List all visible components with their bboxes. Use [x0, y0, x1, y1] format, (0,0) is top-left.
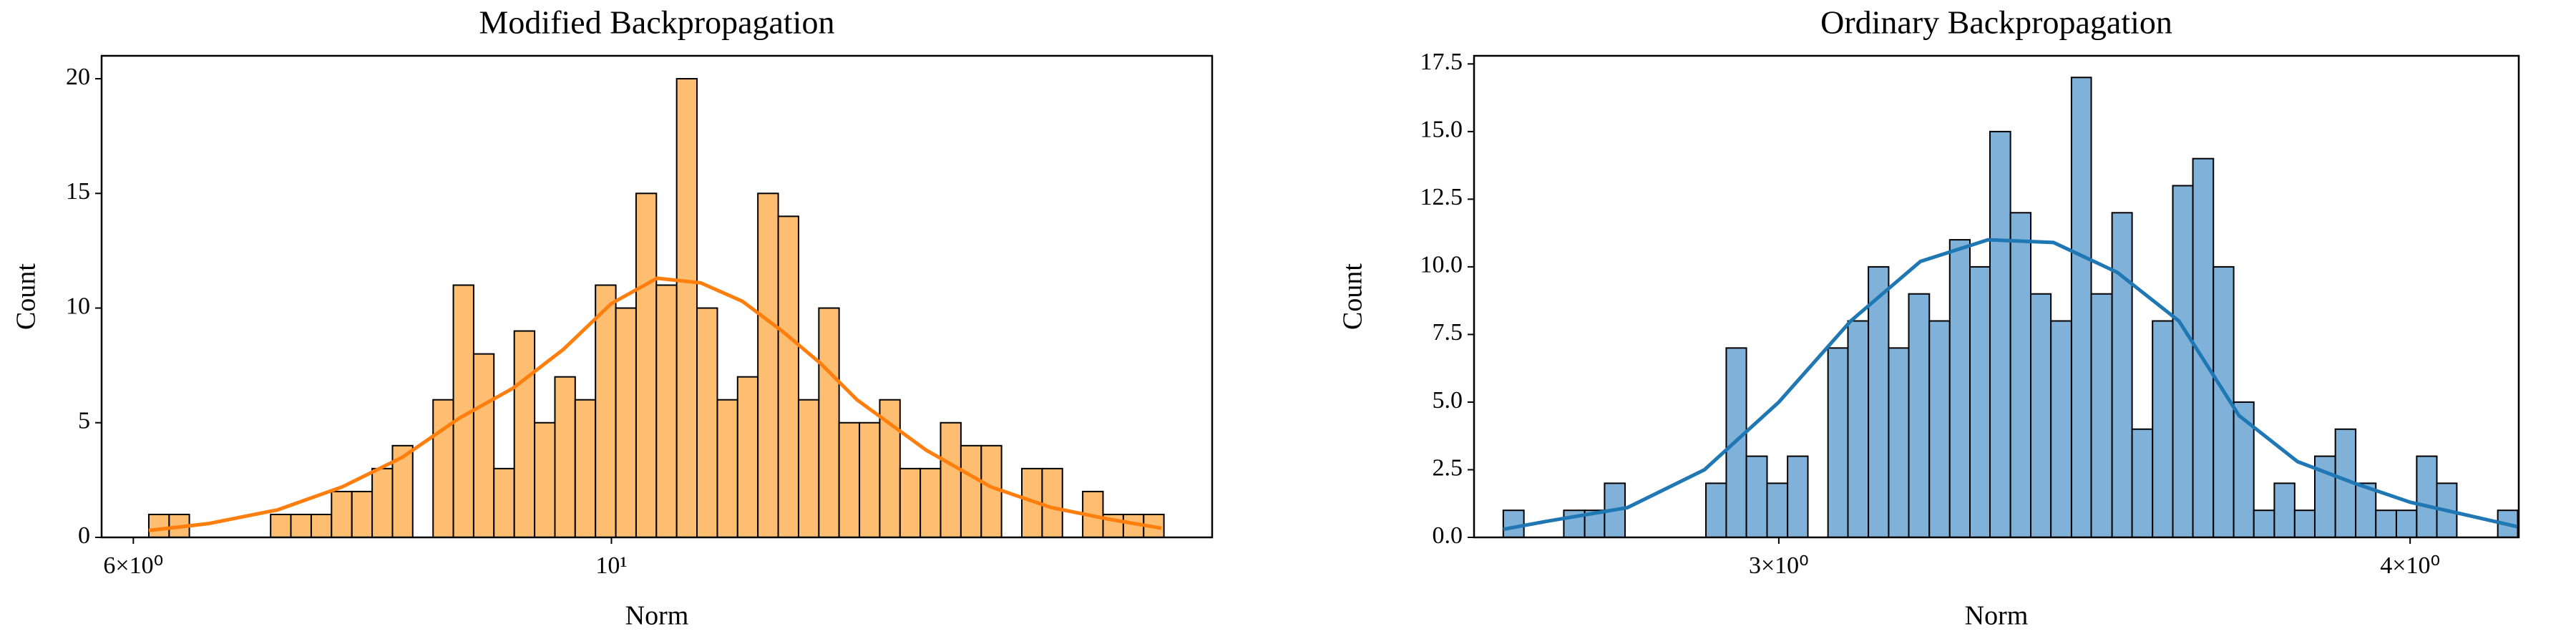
bar [554, 376, 576, 539]
bar [2416, 455, 2438, 539]
bar [615, 307, 637, 538]
bar [2050, 320, 2072, 538]
y-axis-label: Count [1338, 263, 1368, 330]
chart-title: Ordinary Backpropagation [1820, 4, 2172, 41]
y-tick-label: 10.0 [1420, 252, 1463, 278]
bar [1847, 320, 1870, 538]
bar [270, 513, 292, 539]
bar [1948, 239, 1971, 538]
x-axis-label: Norm [625, 601, 689, 631]
bar [574, 399, 597, 539]
bar [1041, 467, 1063, 538]
bar [960, 444, 982, 538]
bar [736, 376, 759, 539]
bar [1787, 455, 1809, 539]
bar [2273, 482, 2296, 538]
bar [919, 467, 942, 538]
bar [1502, 509, 1525, 539]
x-tick-label: 10¹ [595, 552, 627, 579]
bar [595, 284, 617, 538]
bar [818, 307, 840, 538]
bar [1989, 130, 2011, 538]
bar [899, 467, 922, 538]
bar [859, 421, 881, 538]
bar [472, 353, 495, 538]
bar [1745, 455, 1768, 539]
kde-line [148, 276, 1162, 532]
x-tick-label: 3×10⁰ [1749, 552, 1809, 579]
y-tick-label: 5 [78, 408, 90, 434]
bar [2293, 509, 2316, 539]
bar [513, 330, 536, 538]
bar [534, 421, 556, 538]
bar [2395, 509, 2418, 539]
bar [351, 490, 374, 539]
bar [2253, 509, 2275, 539]
plot-frame [100, 54, 1214, 539]
bar [2030, 293, 2052, 538]
bar [147, 513, 170, 539]
bar [2355, 482, 2377, 538]
y-tick-label: 15 [66, 178, 90, 205]
y-axis-label: Count [11, 263, 42, 330]
plot-frame [1473, 54, 2520, 539]
x-tick-label: 4×10⁰ [2380, 552, 2440, 579]
bar [2009, 212, 2032, 538]
y-tick-label: 2.5 [1433, 454, 1463, 481]
y-tick-label: 7.5 [1433, 319, 1463, 346]
bar [1766, 482, 1789, 538]
bar [331, 490, 353, 539]
bar [2111, 212, 2133, 538]
bar [1888, 347, 1910, 538]
bar [655, 284, 678, 538]
bar [797, 399, 820, 539]
bar [777, 215, 799, 538]
bar [696, 307, 718, 538]
bar [1969, 265, 1991, 538]
y-tick-label: 0.0 [1433, 522, 1463, 549]
y-tick-label: 10 [66, 293, 90, 319]
bar [2152, 320, 2174, 538]
bar [757, 192, 779, 538]
x-tick-label: 6×10⁰ [103, 552, 163, 579]
y-tick-label: 0 [78, 522, 90, 549]
bar [940, 421, 962, 538]
bar [716, 399, 738, 539]
bar [1827, 347, 1849, 538]
bar [2375, 509, 2397, 539]
bar [1705, 482, 1727, 538]
bar [1928, 320, 1951, 538]
x-axis-label: Norm [1965, 601, 2029, 631]
bar [675, 78, 698, 539]
y-tick-label: 17.5 [1420, 49, 1463, 75]
bar [290, 513, 312, 539]
bar [2070, 77, 2092, 538]
bar [2172, 185, 2194, 538]
bar [980, 444, 1002, 538]
y-tick-label: 20 [66, 64, 90, 90]
kde-line [1503, 238, 2518, 532]
bar [1908, 293, 1931, 538]
y-tick-label: 5.0 [1433, 387, 1463, 414]
bar [838, 421, 861, 538]
chart-title: Modified Backpropagation [479, 4, 835, 41]
bar [371, 467, 394, 538]
y-tick-label: 15.0 [1420, 117, 1463, 143]
bar [432, 399, 454, 539]
bar [1868, 265, 1890, 538]
bar [2233, 401, 2255, 539]
bar [2131, 428, 2154, 538]
y-tick-label: 12.5 [1420, 184, 1463, 210]
bar [2090, 293, 2113, 538]
bar [310, 513, 333, 539]
bar [493, 467, 515, 538]
bar [635, 192, 658, 538]
